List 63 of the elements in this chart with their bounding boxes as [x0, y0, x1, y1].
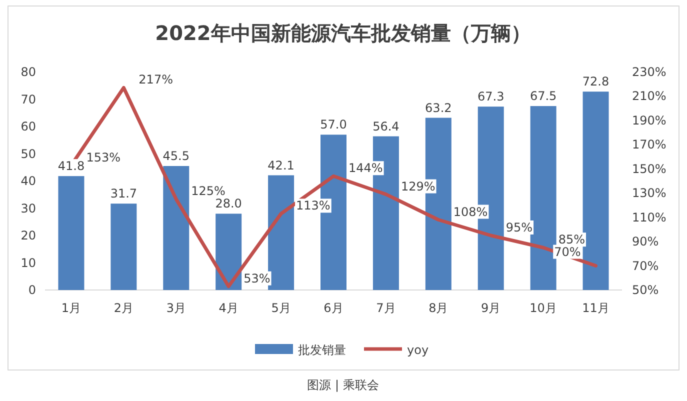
- data-label: 144%: [348, 161, 383, 176]
- data-label: 129%: [400, 179, 436, 194]
- y2-tick-label: 150%: [632, 162, 666, 176]
- x-tick-label: 8月: [428, 301, 448, 315]
- y-tick-label: 40: [20, 174, 36, 188]
- x-tick-label: 6月: [324, 301, 344, 315]
- data-label: 42.1: [268, 158, 294, 172]
- y2-tick-label: 70%: [632, 258, 659, 273]
- x-tick-label: 9月: [481, 301, 501, 315]
- data-label: 72.8: [582, 74, 610, 89]
- data-label: 41.8: [58, 159, 85, 174]
- x-tick-label: 4月: [218, 301, 238, 315]
- y-tick-label: 10: [20, 256, 36, 270]
- data-label: 63.2: [425, 100, 452, 115]
- bar: [216, 214, 242, 290]
- data-label: 67.3: [478, 90, 504, 104]
- data-label: 85%: [558, 232, 585, 247]
- y-tick-label: 0: [28, 283, 36, 297]
- y2-tick-label: 170%: [632, 138, 666, 152]
- data-label: 56.4: [372, 119, 400, 134]
- data-label: 70%: [554, 244, 581, 259]
- y-tick-label: 30: [20, 201, 36, 216]
- legend-label: 批发销量: [298, 343, 346, 357]
- x-tick-label: 10月: [530, 301, 557, 315]
- data-label: 31.7: [110, 186, 138, 201]
- x-tick-label: 5月: [271, 301, 291, 315]
- text: 图源 | 乘联会: [307, 378, 379, 392]
- data-label: 108%: [453, 204, 488, 219]
- x-tick-label: 1月: [61, 301, 82, 315]
- bar: [268, 175, 294, 290]
- data-label: 57.0: [320, 118, 347, 132]
- y2-tick-label: 90%: [632, 234, 659, 249]
- data-label: 113%: [296, 198, 330, 213]
- y2-tick-label: 230%: [632, 65, 666, 79]
- x-tick-label: 7月: [376, 301, 396, 315]
- data-label: 125%: [191, 184, 226, 198]
- bar: [58, 176, 84, 290]
- y2-tick-label: 210%: [632, 89, 666, 104]
- data-label: 28.0: [215, 196, 242, 211]
- bar: [530, 106, 556, 290]
- y-tick-label: 20: [20, 228, 36, 242]
- data-label: 217%: [138, 72, 173, 87]
- y2-tick-label: 190%: [632, 113, 666, 128]
- legend-label: yoy: [407, 343, 429, 357]
- data-label: 153%: [86, 150, 121, 164]
- x-tick-label: 2月: [114, 301, 134, 315]
- bar: [163, 166, 190, 290]
- data-label: 53%: [244, 271, 270, 286]
- y-tick-label: 50: [20, 146, 36, 161]
- y2-tick-label: 110%: [632, 210, 666, 224]
- bar: [110, 204, 137, 290]
- x-tick-label: 11月: [582, 301, 610, 315]
- data-label: 95%: [506, 220, 533, 234]
- x-tick-label: 3月: [166, 301, 186, 315]
- y-tick-label: 80: [20, 65, 36, 79]
- y-tick-label: 60: [20, 120, 36, 134]
- y2-tick-label: 130%: [632, 186, 666, 200]
- y2-tick-label: 50%: [632, 283, 659, 297]
- data-label: 67.5: [530, 89, 557, 104]
- bar: [582, 92, 609, 290]
- chart-title: 2022年中国新能源汽车批发销量（万辆）: [155, 21, 531, 45]
- data-label: 45.5: [162, 149, 190, 164]
- y-tick-label: 70: [20, 92, 36, 106]
